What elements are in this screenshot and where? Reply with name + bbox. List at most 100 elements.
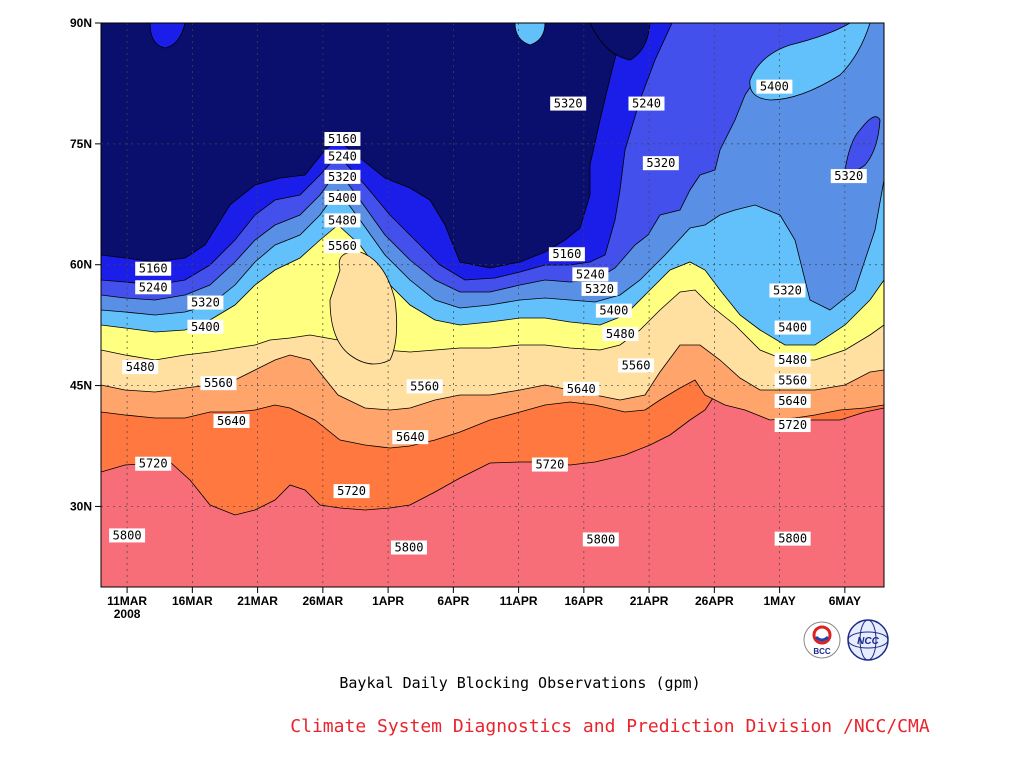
contour-label: 5480 — [328, 213, 357, 227]
contour-label-bg — [628, 96, 665, 111]
contour-label: 5320 — [646, 156, 675, 170]
contour-fills — [101, 23, 884, 587]
contour-label: 5560 — [622, 358, 651, 372]
x-tick-label: 6MAY — [829, 594, 861, 608]
contour-label-bg — [830, 169, 867, 184]
contour-label-bg — [595, 303, 632, 318]
contour-label: 5800 — [395, 541, 424, 555]
contour-label-bg — [774, 352, 811, 367]
contour-label-bg — [550, 96, 587, 111]
contour-label-bg — [769, 283, 806, 298]
ncc-logo-icon: NCC — [847, 619, 889, 661]
contour-label-bg — [324, 190, 361, 205]
x-tick-label: 11MAR — [107, 594, 147, 608]
contour-label-bg — [563, 381, 600, 396]
contour-label: 5320 — [191, 296, 220, 310]
contour-label-bg — [135, 261, 172, 276]
contour-patch-5160-mar — [149, 23, 186, 49]
contour-label: 5480 — [606, 327, 635, 341]
contour-label: 5400 — [760, 80, 789, 94]
x-tick-label: 1MAY — [763, 594, 795, 608]
contour-label: 5400 — [191, 320, 220, 334]
contour-label-bg — [548, 247, 585, 262]
contour-patch-5400-apr — [514, 23, 546, 46]
x-tick-label: 21APR — [630, 594, 669, 608]
contour-label: 5320 — [585, 282, 614, 296]
contour-label-bg — [642, 156, 679, 171]
y-tick-label: 30N — [70, 499, 92, 513]
contour-label: 5160 — [328, 132, 357, 146]
x-tick-label: 21MAR — [237, 594, 278, 608]
contour-label: 5640 — [567, 382, 596, 396]
contour-label-bg — [774, 531, 811, 546]
contour-label: 5560 — [328, 239, 357, 253]
contour-label: 5640 — [778, 394, 807, 408]
contour-label: 5480 — [778, 353, 807, 367]
y-tick-label: 90N — [70, 16, 92, 30]
contour-label: 5160 — [552, 247, 581, 261]
contour-label: 5640 — [396, 430, 425, 444]
contour-label-bg — [406, 379, 443, 394]
contour-label-bg — [774, 320, 811, 335]
contour-label-bg — [213, 414, 250, 429]
contour-label-bg — [333, 484, 370, 499]
contour-label-bg — [187, 295, 224, 310]
contour-label: 5240 — [328, 150, 357, 164]
chart-title: Baykal Daily Blocking Observations (gpm) — [339, 674, 700, 692]
contour-label-bg — [324, 169, 361, 184]
contour-label-bg — [618, 358, 655, 373]
contour-label: 5800 — [586, 532, 615, 546]
contour-label: 5800 — [778, 532, 807, 546]
contour-label: 5560 — [778, 374, 807, 388]
ncc-logo-text: NCC — [857, 636, 879, 647]
contour-label: 5320 — [773, 283, 802, 297]
contour-label: 5240 — [576, 267, 605, 281]
contour-labels: 5160524053205400548055605640572058005160… — [109, 79, 867, 555]
contour-label: 5160 — [139, 262, 168, 276]
contour-label: 5240 — [139, 280, 168, 294]
contour-label-bg — [774, 418, 811, 433]
y-tick-label: 45N — [70, 379, 92, 393]
contour-label-bg — [187, 319, 224, 334]
contour-label-bg — [531, 457, 568, 472]
contour-label-bg — [582, 532, 619, 547]
y-axis: 30N 45N 60N 75N 90N — [70, 16, 101, 513]
bcc-logo-text: BCC — [813, 647, 831, 656]
x-tick-label: 16MAR — [172, 594, 213, 608]
contour-label: 5800 — [113, 528, 142, 542]
contour-label: 5320 — [834, 169, 863, 183]
contour-label-bg — [200, 376, 237, 391]
x-axis: 11MAR 16MAR 21MAR 26MAR 1APR 6APR 11APR 16APR 21… — [107, 587, 861, 621]
contour-label-bg — [109, 528, 146, 543]
contour-label: 5720 — [337, 484, 366, 498]
contour-label-bg — [324, 132, 361, 147]
contour-label: 5240 — [632, 97, 661, 111]
contour-label: 5320 — [328, 170, 357, 184]
contour-patch-5160-apr — [589, 23, 651, 61]
contour-label-bg — [324, 149, 361, 164]
contour-fill-level-0 — [101, 23, 641, 269]
contour-label-bg — [774, 393, 811, 408]
contour-label: 5320 — [554, 97, 583, 111]
contour-label-bg — [390, 540, 427, 555]
contour-label-bg — [135, 280, 172, 295]
bcc-logo-icon: BCC — [803, 621, 841, 659]
contour-label-bg — [602, 327, 639, 342]
contour-label: 5640 — [217, 414, 246, 428]
y-tick-label: 75N — [70, 137, 92, 151]
contour-label-bg — [581, 281, 618, 296]
x-tick-label: 16APR — [565, 594, 604, 608]
x-tick-label: 11APR — [500, 594, 538, 608]
contour-label: 5400 — [778, 321, 807, 335]
credit-text: Climate System Diagnostics and Predictio… — [290, 716, 930, 737]
x-tick-label: 6APR — [437, 594, 469, 608]
contour-label-bg — [324, 213, 361, 228]
contour-label-bg — [122, 360, 159, 375]
contour-label: 5560 — [204, 376, 233, 390]
contour-label: 5560 — [410, 379, 439, 393]
contour-label-bg — [774, 373, 811, 388]
x-tick-label: 26APR — [695, 594, 734, 608]
contour-label-bg — [324, 239, 361, 254]
contour-label: 5480 — [126, 360, 155, 374]
contour-label: 5720 — [535, 458, 564, 472]
